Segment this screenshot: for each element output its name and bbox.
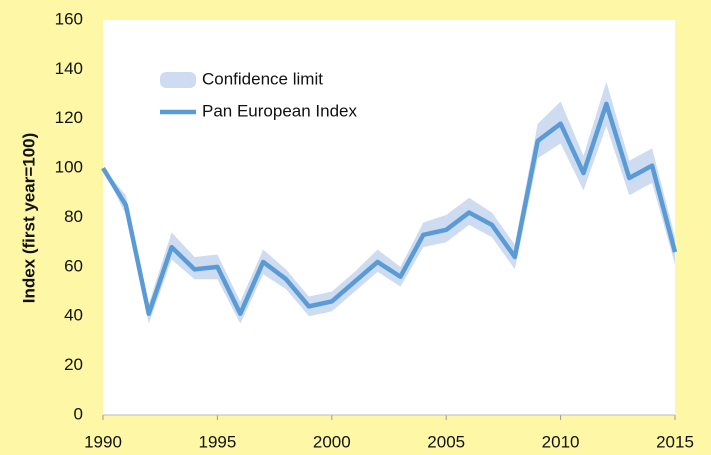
index-line bbox=[101, 101, 678, 317]
confidence-band bbox=[103, 81, 675, 324]
x-tick-label: 2015 bbox=[656, 432, 694, 451]
y-tick-label: 140 bbox=[55, 59, 83, 78]
legend-label: Confidence limit bbox=[202, 69, 323, 88]
y-tick-label: 60 bbox=[64, 256, 83, 275]
y-tick-label: 160 bbox=[55, 9, 83, 28]
x-tick-label: 1995 bbox=[198, 432, 236, 451]
x-tick-label: 2000 bbox=[313, 432, 351, 451]
y-tick-label: 120 bbox=[55, 108, 83, 127]
y-tick-label: 80 bbox=[64, 207, 83, 226]
x-tick-label: 1990 bbox=[84, 432, 122, 451]
y-tick-label: 40 bbox=[64, 306, 83, 325]
y-tick-label: 20 bbox=[64, 355, 83, 374]
y-tick-label: 100 bbox=[55, 158, 83, 177]
y-tick-label: 0 bbox=[74, 404, 83, 423]
x-tick-label: 2010 bbox=[542, 432, 580, 451]
plot-area bbox=[103, 20, 675, 415]
y-axis-label: Index (first year=100) bbox=[19, 133, 38, 304]
x-tick-label: 2005 bbox=[427, 432, 465, 451]
legend-swatch bbox=[160, 72, 196, 88]
legend-label: Pan European Index bbox=[202, 101, 358, 120]
